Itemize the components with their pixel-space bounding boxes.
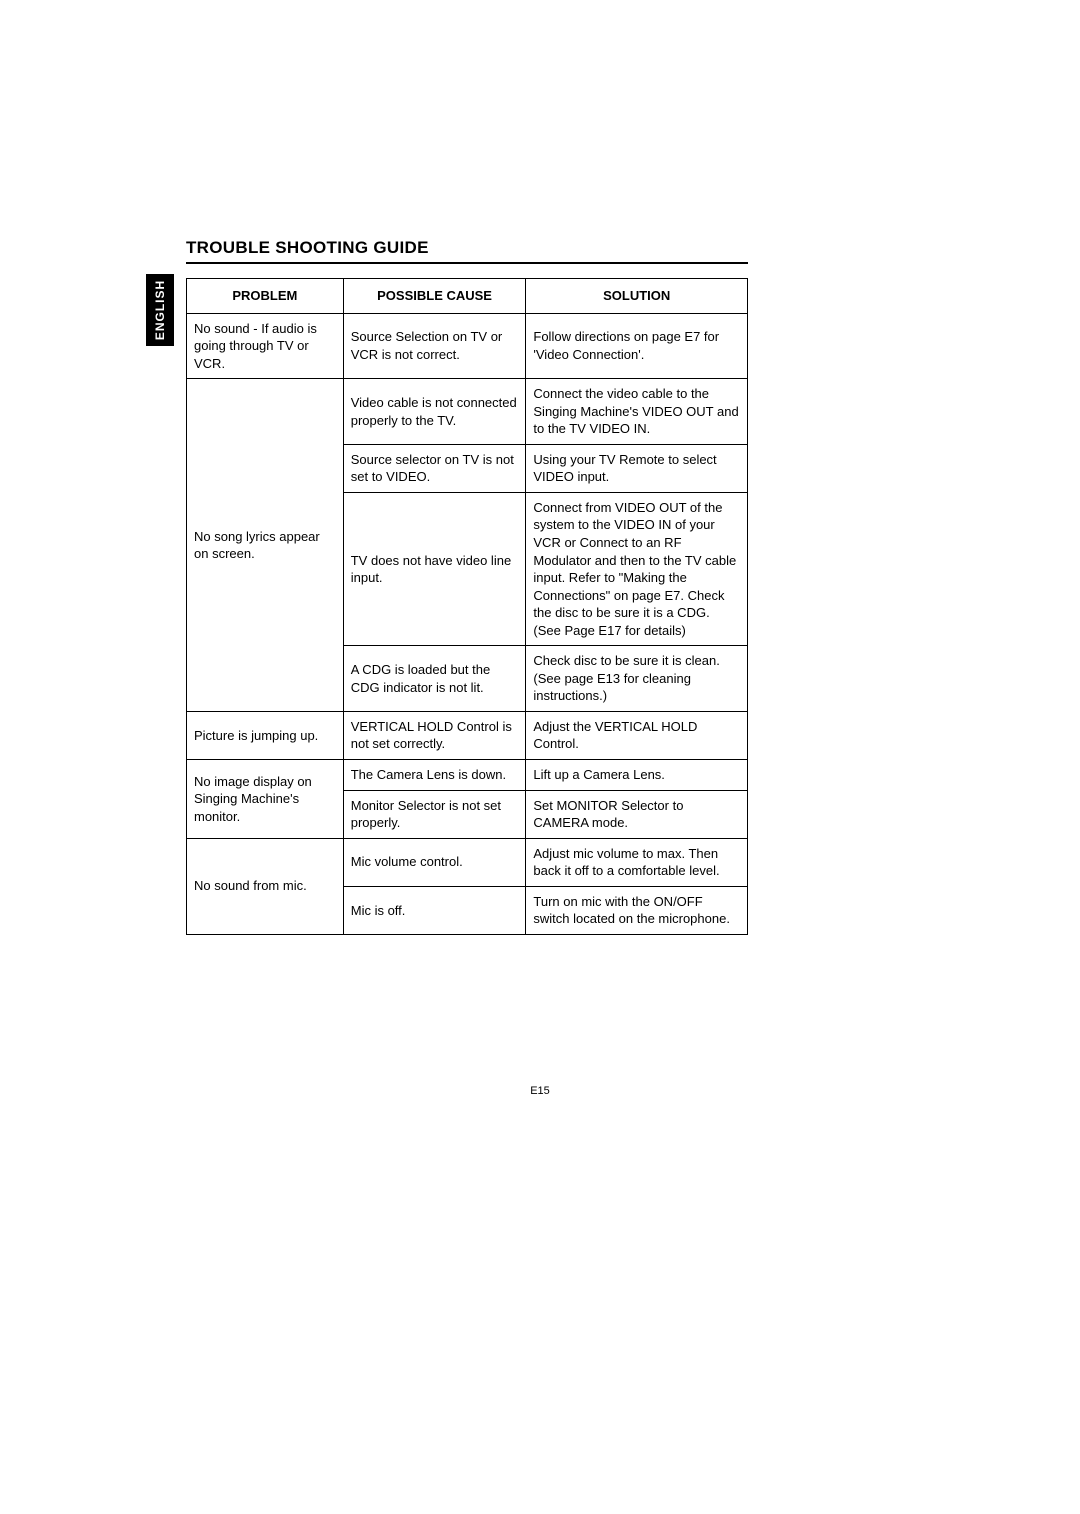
header-problem: PROBLEM: [187, 279, 344, 314]
content-block: ENGLISH TROUBLE SHOOTING GUIDE PROBLEM P…: [186, 238, 748, 935]
cell-solution: Adjust mic volume to max. Then back it o…: [526, 838, 748, 886]
cell-solution: Adjust the VERTICAL HOLD Control.: [526, 711, 748, 759]
cell-solution: Turn on mic with the ON/OFF switch locat…: [526, 886, 748, 934]
cell-solution: Connect from VIDEO OUT of the system to …: [526, 492, 748, 645]
cell-solution: Check disc to be sure it is clean. (See …: [526, 646, 748, 712]
cell-problem: No sound from mic.: [187, 838, 344, 934]
header-solution: SOLUTION: [526, 279, 748, 314]
table-row: No song lyrics appear on screen. Video c…: [187, 379, 748, 445]
cell-solution: Lift up a Camera Lens.: [526, 760, 748, 791]
cell-solution: Connect the video cable to the Singing M…: [526, 379, 748, 445]
cell-problem: No song lyrics appear on screen.: [187, 379, 344, 712]
cell-cause: Mic is off.: [343, 886, 526, 934]
table-row: Picture is jumping up. VERTICAL HOLD Con…: [187, 711, 748, 759]
manual-page: ENGLISH TROUBLE SHOOTING GUIDE PROBLEM P…: [0, 0, 1080, 1514]
troubleshooting-table: PROBLEM POSSIBLE CAUSE SOLUTION No sound…: [186, 278, 748, 935]
table-row: No sound from mic. Mic volume control. A…: [187, 838, 748, 886]
cell-cause: The Camera Lens is down.: [343, 760, 526, 791]
cell-cause: VERTICAL HOLD Control is not set correct…: [343, 711, 526, 759]
cell-solution: Using your TV Remote to select VIDEO inp…: [526, 444, 748, 492]
cell-cause: Monitor Selector is not set properly.: [343, 790, 526, 838]
table-header-row: PROBLEM POSSIBLE CAUSE SOLUTION: [187, 279, 748, 314]
cell-cause: A CDG is loaded but the CDG indicator is…: [343, 646, 526, 712]
table-row: No sound - If audio is going through TV …: [187, 313, 748, 379]
language-tab: ENGLISH: [146, 274, 174, 346]
cell-problem: Picture is jumping up.: [187, 711, 344, 759]
cell-solution: Follow directions on page E7 for 'Video …: [526, 313, 748, 379]
cell-cause: Source selector on TV is not set to VIDE…: [343, 444, 526, 492]
cell-cause: TV does not have video line input.: [343, 492, 526, 645]
cell-cause: Mic volume control.: [343, 838, 526, 886]
table-row: No image display on Singing Machine's mo…: [187, 760, 748, 791]
language-tab-label: ENGLISH: [153, 280, 167, 340]
page-title: TROUBLE SHOOTING GUIDE: [186, 238, 748, 264]
page-number: E15: [0, 1085, 1080, 1097]
cell-cause: Video cable is not connected properly to…: [343, 379, 526, 445]
header-cause: POSSIBLE CAUSE: [343, 279, 526, 314]
cell-solution: Set MONITOR Selector to CAMERA mode.: [526, 790, 748, 838]
cell-cause: Source Selection on TV or VCR is not cor…: [343, 313, 526, 379]
cell-problem: No sound - If audio is going through TV …: [187, 313, 344, 379]
cell-problem: No image display on Singing Machine's mo…: [187, 760, 344, 839]
